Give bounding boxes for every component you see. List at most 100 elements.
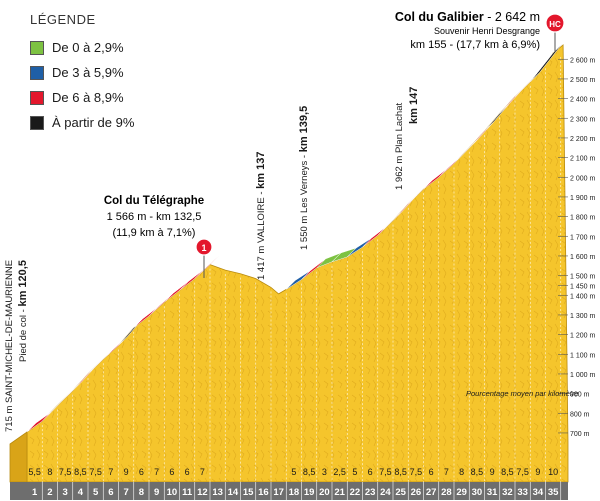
km-label: 3 [62, 487, 67, 498]
legend-item-6-9: De 6 à 8,9% [30, 85, 134, 110]
km-label: 16 [258, 487, 269, 498]
gradient-label: 6 [429, 467, 434, 477]
legend-swatch [30, 115, 44, 130]
km-label: 20 [319, 487, 330, 498]
gradient-label: 8 [47, 467, 52, 477]
km-axis: 1 2 3 4 5 6 7 8 9 10 11 12 13 14 15 16 17 18 19 20 21 22 23 24 2… [10, 482, 568, 500]
altitude-tick-label: 1 900 m [570, 195, 595, 202]
altitude-tick-label: 1 800 m [570, 215, 595, 222]
km-label: 24 [380, 487, 391, 498]
km-label: 21 [334, 487, 345, 498]
summit-galibier: Col du Galibier - 2 642 m Souvenir Henri… [395, 10, 565, 52]
gradient-label: 6 [169, 467, 174, 477]
gradient-label: 10 [548, 467, 558, 477]
gradient-label: 8,5 [471, 467, 484, 477]
gradient-label: 7 [108, 467, 113, 477]
average-gradient-note: Pourcentage moyen par kilomètre [466, 389, 579, 398]
km-label: 31 [487, 487, 498, 498]
gradient-label: 7,5 [89, 467, 102, 477]
altitude-tick-label: 1 100 m [570, 352, 595, 359]
km-label: 27 [426, 487, 437, 498]
gradient-label: 8,5 [501, 467, 514, 477]
gradient-band [26, 43, 563, 433]
gradient-label: 7,5 [516, 467, 529, 477]
altitude-tick-label: 1 600 m [570, 254, 595, 261]
svg-text:km 155 - (17,7 km à 6,9%): km 155 - (17,7 km à 6,9%) [410, 39, 540, 51]
gradient-label: 7,5 [379, 467, 392, 477]
km-label: 34 [533, 487, 544, 498]
km-label: 25 [395, 487, 406, 498]
legend-label: De 6 à 8,9% [52, 90, 124, 105]
svg-text:Souvenir Henri Desgrange: Souvenir Henri Desgrange [434, 26, 540, 36]
terrain-area [9, 44, 569, 483]
gradient-label: 9 [535, 467, 540, 477]
legend-swatch [30, 40, 44, 55]
gradient-label: 8,5 [303, 467, 316, 477]
svg-text:HC: HC [549, 20, 561, 29]
km-label: 10 [167, 487, 178, 498]
gradient-label: 8,5 [74, 467, 87, 477]
hc-badge-icon [545, 13, 565, 33]
gradient-label: 8,5 [394, 467, 407, 477]
altitude-tick-label: 800 m [570, 411, 590, 418]
km-label: 26 [411, 487, 422, 498]
gradient-label: 7 [200, 467, 205, 477]
km-label: 8 [139, 487, 144, 498]
gradient-label: 5 [352, 467, 357, 477]
gradient-label: 3 [322, 467, 327, 477]
legend-item-3-6: De 3 à 5,9% [30, 60, 134, 85]
terrain-texture [27, 45, 568, 482]
landmark-plan-lachat: 1 962 m Plan Lachat [394, 102, 405, 190]
km-label: 28 [441, 487, 452, 498]
km-label: 2 [47, 487, 52, 498]
gradient-labels: 5,5 8 7,5 8,5 7,5 7 9 6 7 6 6 7 5 8,5 3 2,5 5 6 7,5 8,5 7,5 6… [28, 467, 558, 477]
km-label: 23 [365, 487, 376, 498]
gradient-label: 6 [139, 467, 144, 477]
km-label: 14 [228, 487, 239, 498]
altitude-tick-label: 1 000 m [570, 372, 595, 379]
km-label: 7 [123, 487, 128, 498]
altitude-tick-label: 1 700 m [570, 234, 595, 241]
km-label: 35 [548, 487, 559, 498]
altitude-tick-label: 1 500 m [570, 274, 595, 281]
gradient-label: 5 [291, 467, 296, 477]
legend-swatch [30, 90, 44, 105]
km-label: 33 [517, 487, 528, 498]
altitude-tick-label: 1 450 m [570, 283, 595, 290]
altitude-tick-label: 2 600 m [570, 57, 595, 64]
summit-telegraphe: Col du Télégraphe 1 566 m - km 132,5 (11… [104, 195, 213, 278]
km-label: 13 [212, 487, 223, 498]
gradient-label: 9 [124, 467, 129, 477]
legend-swatch [30, 65, 44, 80]
altitude-tick-label: 700 m [570, 431, 590, 438]
altitude-tick-label: 2 100 m [570, 156, 595, 163]
altitude-tick-label: 1 200 m [570, 333, 595, 340]
km-label: 12 [197, 487, 208, 498]
svg-text:Col du Galibier - 2 642 m: Col du Galibier - 2 642 m [395, 10, 540, 24]
landmark-st-michel: 715 m SAINT-MICHEL-DE-MAURIENNE [4, 260, 15, 432]
svg-text:Col du Télégraphe: Col du Télégraphe [104, 195, 204, 207]
km-label: 32 [502, 487, 513, 498]
altitude-tick-label: 900 m [570, 392, 590, 399]
legend-item-9-plus: À partir de 9% [30, 110, 134, 135]
km-label: 9 [154, 487, 159, 498]
legend-label: De 3 à 5,9% [52, 65, 124, 80]
gradient-label: 6 [368, 467, 373, 477]
gradient-label: 9 [490, 467, 495, 477]
km-label: 30 [472, 487, 483, 498]
km-label: 22 [350, 487, 361, 498]
altitude-tick-label: 2 400 m [570, 97, 595, 104]
gradient-label: 7,5 [59, 467, 72, 477]
km-label: 29 [456, 487, 467, 498]
altitude-tick-label: 2 500 m [570, 77, 595, 84]
legend-item-0-3: De 0 à 2,9% [30, 35, 134, 60]
gradient-label: 7 [154, 467, 159, 477]
gradient-label: 7,5 [410, 467, 423, 477]
altitude-tick-label: 2 200 m [570, 136, 595, 143]
gradient-band-segment [194, 255, 220, 279]
category-badge-icon [195, 238, 213, 256]
altitude-axis: 700 m 800 m 900 m 1 000 m 1 100 m 1 200 m 1 30… [558, 57, 595, 438]
legend-label: À partir de 9% [52, 115, 135, 130]
legend: LÉGENDE De 0 à 2,9% De 3 à 5,9% De 6 à 8… [30, 12, 134, 135]
